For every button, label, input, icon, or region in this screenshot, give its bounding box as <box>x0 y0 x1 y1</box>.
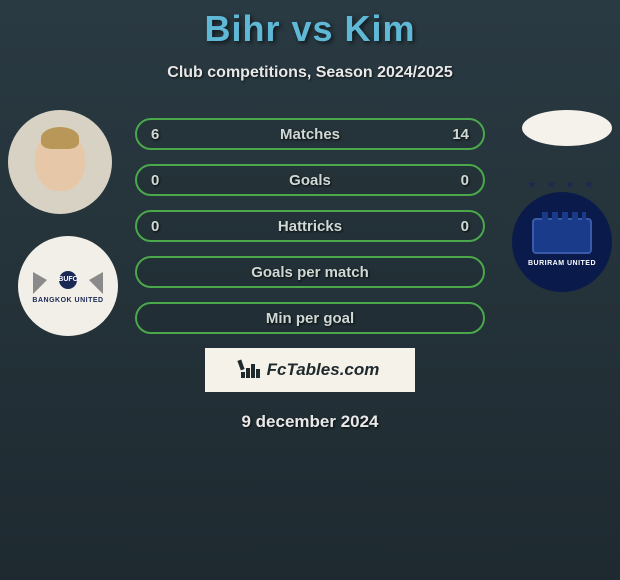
castle-icon <box>532 218 592 254</box>
stat-row-goals-per-match: Goals per match <box>135 256 485 288</box>
footer-brand-text: FcTables.com <box>267 360 380 380</box>
subtitle: Club competitions, Season 2024/2025 <box>0 64 620 82</box>
stat-row-hattricks: 0 Hattricks 0 <box>135 210 485 242</box>
stat-row-goals: 0 Goals 0 <box>135 164 485 196</box>
player-right-avatar <box>522 110 612 146</box>
player-left-club-badge: BUFC BANGKOK UNITED <box>18 236 118 336</box>
stat-label: Hattricks <box>137 218 483 235</box>
club-right-name: BURIRAM UNITED <box>528 260 596 267</box>
stat-label: Matches <box>137 126 483 143</box>
stat-label: Min per goal <box>137 310 483 327</box>
footer-brand[interactable]: FcTables.com <box>205 348 415 392</box>
stat-label: Goals <box>137 172 483 189</box>
player-left-avatar <box>8 110 112 214</box>
comparison-panel: BUFC BANGKOK UNITED ★ ★ ★ ★ BURIRAM UNIT… <box>0 110 620 334</box>
stat-label: Goals per match <box>137 264 483 281</box>
chart-icon <box>241 362 261 378</box>
player-right-column: ★ ★ ★ ★ BURIRAM UNITED <box>512 110 612 292</box>
club-left-name: BANGKOK UNITED <box>32 297 103 304</box>
stat-rows: 6 Matches 14 0 Goals 0 0 Hattricks 0 Goa… <box>135 110 485 334</box>
player-right-club-badge: ★ ★ ★ ★ BURIRAM UNITED <box>512 192 612 292</box>
date-text: 9 december 2024 <box>0 412 620 432</box>
stars-icon: ★ ★ ★ ★ <box>527 178 597 191</box>
player-left-column: BUFC BANGKOK UNITED <box>8 110 118 336</box>
page-title: Bihr vs Kim <box>0 0 620 50</box>
stat-row-min-per-goal: Min per goal <box>135 302 485 334</box>
stat-row-matches: 6 Matches 14 <box>135 118 485 150</box>
